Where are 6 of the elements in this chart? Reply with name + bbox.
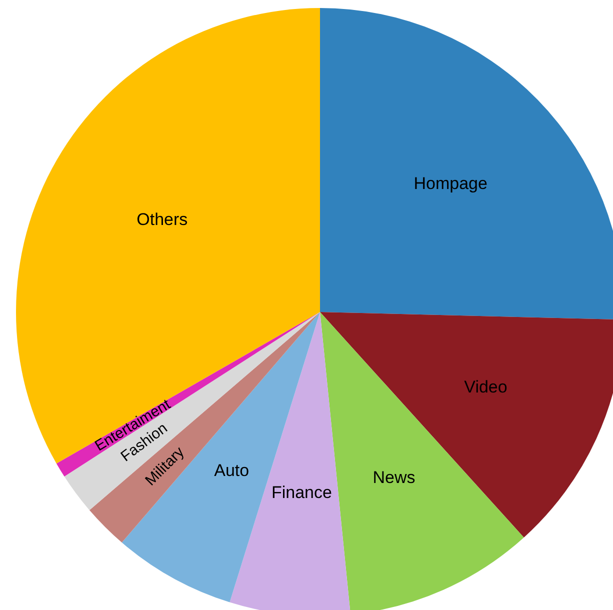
slice-label: News (372, 468, 416, 488)
slice-label: Finance (271, 482, 332, 502)
slice-label: Hompage (414, 174, 488, 194)
slice-label: Auto (214, 461, 250, 480)
slice-label: Others (136, 210, 188, 230)
slice-label: Video (464, 378, 508, 397)
